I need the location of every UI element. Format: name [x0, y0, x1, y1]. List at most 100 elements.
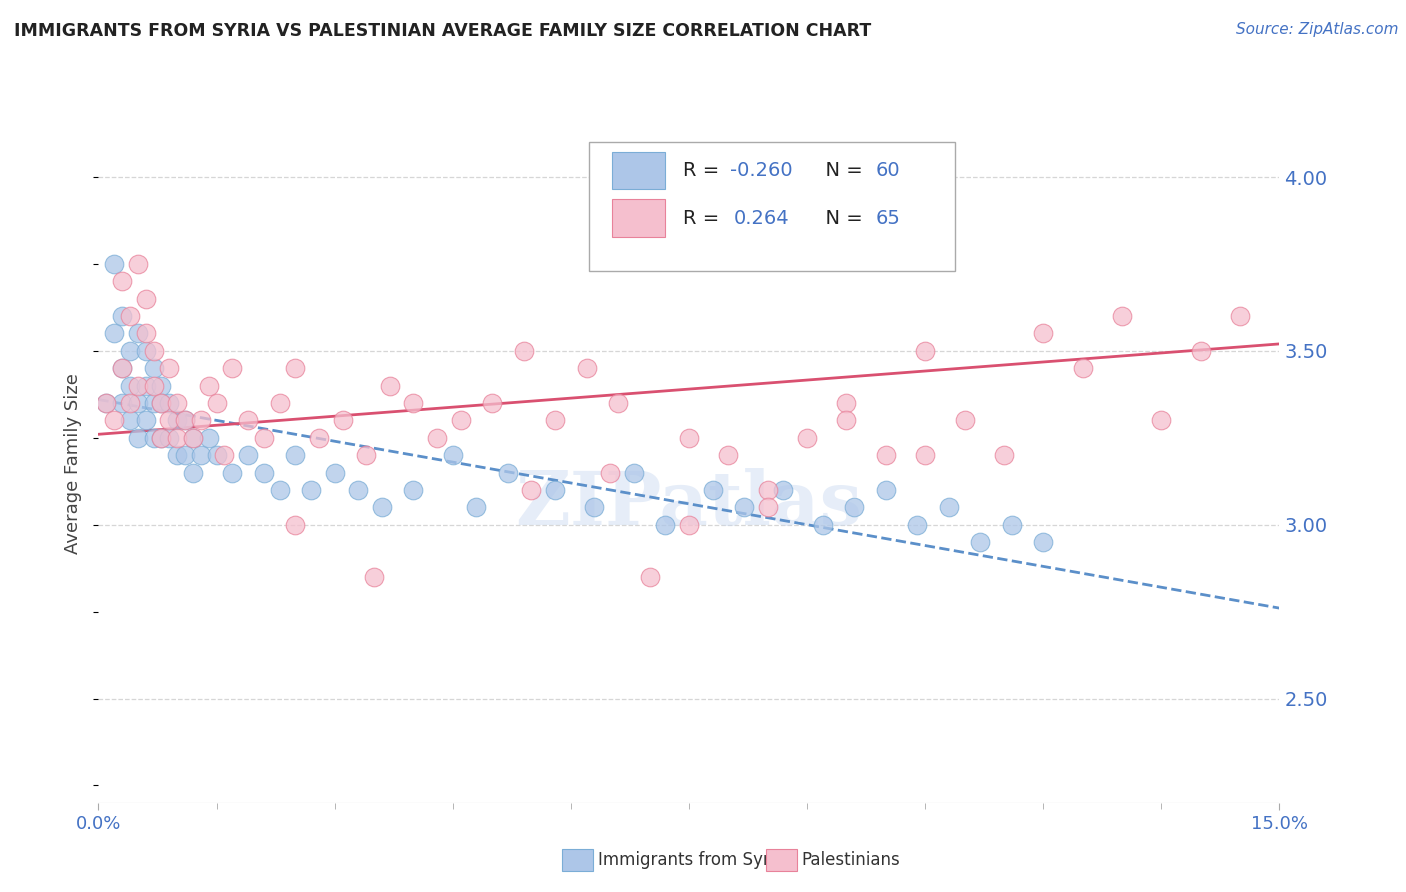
Point — [756, 483, 779, 497]
Point — [678, 517, 700, 532]
Point — [796, 431, 818, 445]
Point — [181, 431, 204, 445]
Point — [284, 361, 307, 376]
Point — [150, 396, 173, 410]
Point — [118, 396, 141, 410]
Text: Palestinians: Palestinians — [801, 851, 900, 869]
Point — [905, 517, 928, 532]
Point — [166, 431, 188, 445]
Text: Source: ZipAtlas.com: Source: ZipAtlas.com — [1236, 22, 1399, 37]
Point — [481, 396, 503, 410]
Point — [157, 361, 180, 376]
Point — [142, 378, 165, 392]
Point — [205, 448, 228, 462]
Point — [1150, 413, 1173, 427]
Point — [157, 413, 180, 427]
Point — [914, 343, 936, 358]
Point — [157, 431, 180, 445]
Point — [811, 517, 834, 532]
Point — [914, 448, 936, 462]
Point — [953, 413, 976, 427]
Point — [599, 466, 621, 480]
Point — [1071, 361, 1094, 376]
Point — [583, 500, 606, 515]
FancyBboxPatch shape — [589, 142, 955, 270]
Point — [835, 396, 858, 410]
Point — [150, 396, 173, 410]
Point — [127, 396, 149, 410]
Point — [363, 570, 385, 584]
Point — [733, 500, 755, 515]
Point — [544, 413, 567, 427]
Point — [197, 431, 219, 445]
Point — [103, 413, 125, 427]
Point — [150, 431, 173, 445]
Point — [875, 483, 897, 497]
Text: N =: N = — [813, 209, 869, 228]
Point — [496, 466, 519, 480]
Text: R =: R = — [683, 209, 731, 228]
Point — [465, 500, 488, 515]
Point — [135, 378, 157, 392]
Point — [1032, 326, 1054, 341]
Point — [150, 378, 173, 392]
Point — [103, 326, 125, 341]
Point — [426, 431, 449, 445]
Point — [111, 274, 134, 288]
Point — [253, 431, 276, 445]
Point — [717, 448, 740, 462]
Point — [544, 483, 567, 497]
Point — [174, 413, 197, 427]
Point — [269, 396, 291, 410]
Point — [118, 413, 141, 427]
Point — [969, 535, 991, 549]
Text: Immigrants from Syria: Immigrants from Syria — [598, 851, 785, 869]
Point — [103, 257, 125, 271]
Point — [347, 483, 370, 497]
Point — [166, 413, 188, 427]
Point — [135, 292, 157, 306]
Point — [236, 413, 259, 427]
Point — [253, 466, 276, 480]
Point — [135, 326, 157, 341]
Point — [214, 448, 236, 462]
Point — [875, 448, 897, 462]
Point — [1189, 343, 1212, 358]
Point — [142, 431, 165, 445]
Point — [678, 431, 700, 445]
Point — [284, 448, 307, 462]
Point — [654, 517, 676, 532]
Text: R =: R = — [683, 161, 725, 180]
Point — [150, 431, 173, 445]
Point — [190, 413, 212, 427]
Point — [938, 500, 960, 515]
Point — [702, 483, 724, 497]
Point — [638, 570, 661, 584]
Point — [1229, 309, 1251, 323]
Point — [174, 448, 197, 462]
Text: -0.260: -0.260 — [730, 161, 793, 180]
Point — [354, 448, 377, 462]
Point — [1111, 309, 1133, 323]
Point — [607, 396, 630, 410]
Text: 65: 65 — [876, 209, 900, 228]
Point — [118, 378, 141, 392]
Point — [772, 483, 794, 497]
Point — [402, 396, 425, 410]
Bar — [612, 152, 665, 189]
Point — [127, 257, 149, 271]
Point — [118, 309, 141, 323]
Point — [378, 378, 401, 392]
Point — [96, 396, 118, 410]
Point — [221, 361, 243, 376]
Point — [332, 413, 354, 427]
Point — [111, 361, 134, 376]
Point — [299, 483, 322, 497]
Point — [844, 500, 866, 515]
Point — [512, 343, 534, 358]
Point — [111, 396, 134, 410]
Point — [190, 448, 212, 462]
Point — [111, 361, 134, 376]
Point — [181, 431, 204, 445]
Y-axis label: Average Family Size: Average Family Size — [65, 374, 83, 554]
